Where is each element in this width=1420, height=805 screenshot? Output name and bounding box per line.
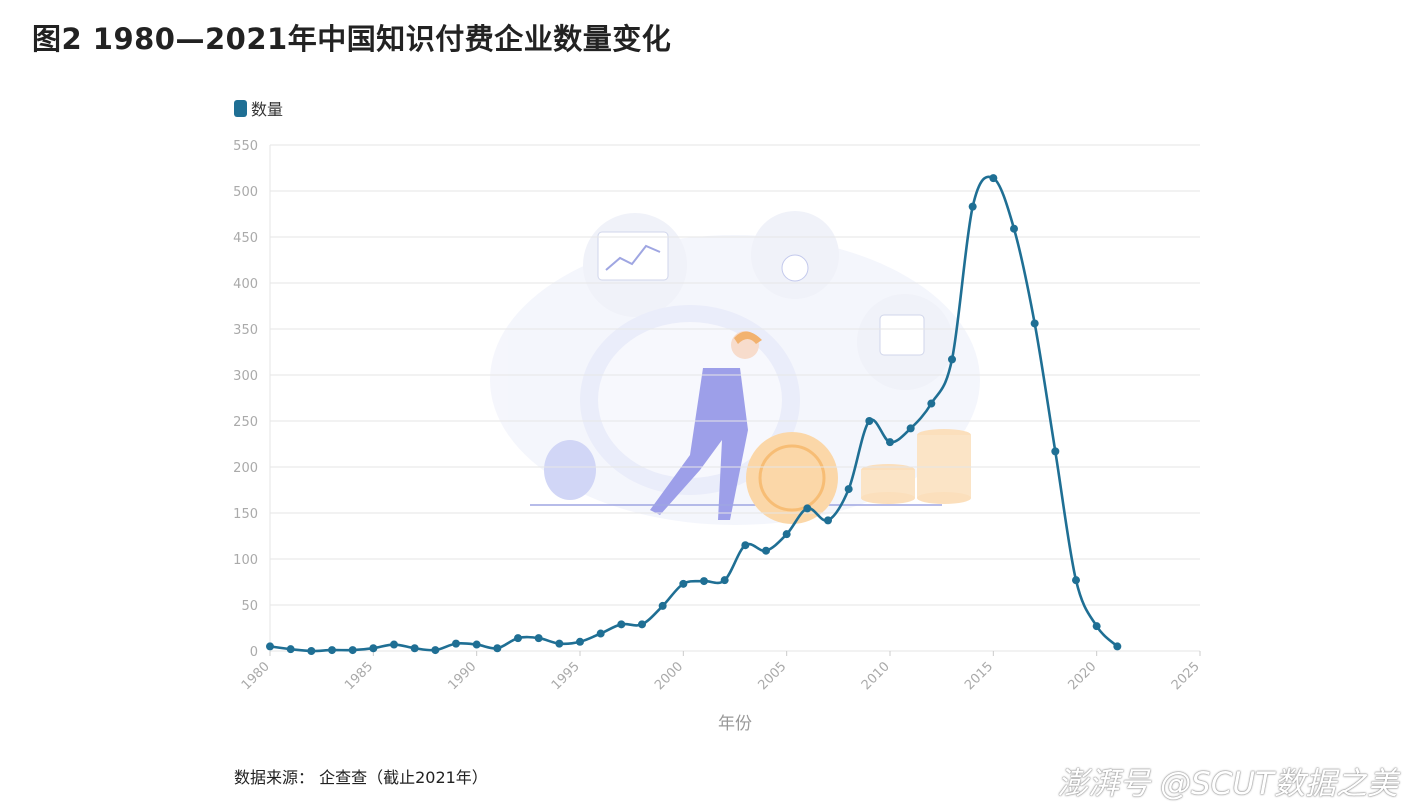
data-point[interactable]: [617, 620, 626, 629]
data-point[interactable]: [328, 646, 336, 655]
data-point[interactable]: [989, 174, 998, 183]
data-point[interactable]: [844, 485, 853, 494]
y-tick-label: 450: [233, 231, 258, 246]
figure-title: 图2 1980—2021年中国知识付费企业数量变化: [32, 22, 672, 56]
data-point[interactable]: [638, 620, 646, 629]
data-point[interactable]: [968, 202, 977, 211]
y-tick-label: 200: [233, 461, 258, 476]
data-point[interactable]: [1051, 447, 1060, 456]
data-point[interactable]: [555, 639, 564, 648]
data-point[interactable]: [720, 576, 729, 585]
data-point[interactable]: [906, 424, 915, 433]
x-tick-label: 2020: [1065, 659, 1099, 693]
chart-legend[interactable]: 数量: [234, 96, 283, 120]
x-tick-label: 2025: [1169, 659, 1203, 693]
x-axis-title: 年份: [718, 714, 752, 734]
y-tick-label: 500: [233, 185, 258, 200]
data-point[interactable]: [700, 577, 708, 586]
decorative-illustration: [490, 211, 980, 525]
data-point[interactable]: [741, 541, 750, 550]
data-point[interactable]: [493, 644, 502, 653]
data-point[interactable]: [348, 646, 357, 655]
data-point[interactable]: [472, 640, 481, 649]
x-tick-label: 1990: [445, 659, 479, 693]
y-tick-label: 0: [250, 645, 258, 660]
data-point[interactable]: [782, 530, 791, 539]
data-point[interactable]: [596, 629, 605, 638]
x-tick-label: 2015: [962, 659, 996, 693]
x-tick-label: 2010: [859, 659, 893, 693]
watermark: 澎湃号 @SCUT数据之美: [1057, 766, 1398, 802]
data-point[interactable]: [266, 642, 274, 651]
x-tick-label: 1980: [239, 659, 273, 693]
data-point[interactable]: [658, 601, 667, 610]
data-point[interactable]: [1010, 224, 1018, 233]
data-point[interactable]: [307, 647, 316, 655]
x-axis: 1980 1985 1990 1995 2000 2005 2010 2015 2020 2025: [239, 651, 1203, 693]
data-point[interactable]: [410, 644, 419, 653]
grid-lines: [269, 144, 1200, 652]
y-tick-label: 350: [233, 323, 258, 338]
data-source-note: 数据来源： 企查查（截止2021年）: [234, 768, 488, 787]
data-point[interactable]: [1072, 576, 1080, 585]
data-point[interactable]: [927, 399, 936, 408]
data-point[interactable]: [762, 546, 770, 555]
data-point[interactable]: [1113, 642, 1122, 651]
data-point[interactable]: [514, 634, 522, 643]
data-point[interactable]: [865, 417, 874, 425]
data-point[interactable]: [824, 516, 832, 525]
data-point[interactable]: [286, 645, 295, 654]
legend-swatch: [234, 99, 247, 117]
series-points: [266, 174, 1122, 655]
data-point[interactable]: [390, 640, 398, 649]
data-point[interactable]: [679, 579, 688, 588]
y-tick-label: 250: [233, 415, 258, 430]
data-point[interactable]: [431, 646, 440, 655]
data-point[interactable]: [886, 438, 894, 447]
x-tick-label: 2000: [652, 659, 686, 693]
legend-label: 数量: [251, 100, 284, 119]
x-tick-label: 1985: [342, 659, 376, 693]
y-tick-label: 100: [233, 553, 258, 568]
y-axis: 0 50 100 150 200 250 300 350 400 450 500 550: [233, 139, 258, 660]
y-tick-label: 400: [233, 277, 258, 292]
y-tick-label: 300: [233, 369, 258, 384]
x-tick-label: 2005: [755, 659, 789, 693]
data-point[interactable]: [1030, 319, 1039, 328]
data-point[interactable]: [1092, 622, 1101, 631]
y-tick-label: 50: [241, 599, 258, 614]
data-point[interactable]: [369, 644, 378, 653]
x-tick-label: 1995: [549, 659, 583, 693]
data-point[interactable]: [534, 634, 543, 643]
data-point[interactable]: [576, 637, 584, 646]
y-tick-label: 150: [233, 507, 258, 522]
data-point[interactable]: [803, 504, 812, 513]
y-tick-label: 550: [233, 139, 258, 154]
data-point[interactable]: [948, 355, 956, 364]
data-point[interactable]: [452, 639, 460, 648]
